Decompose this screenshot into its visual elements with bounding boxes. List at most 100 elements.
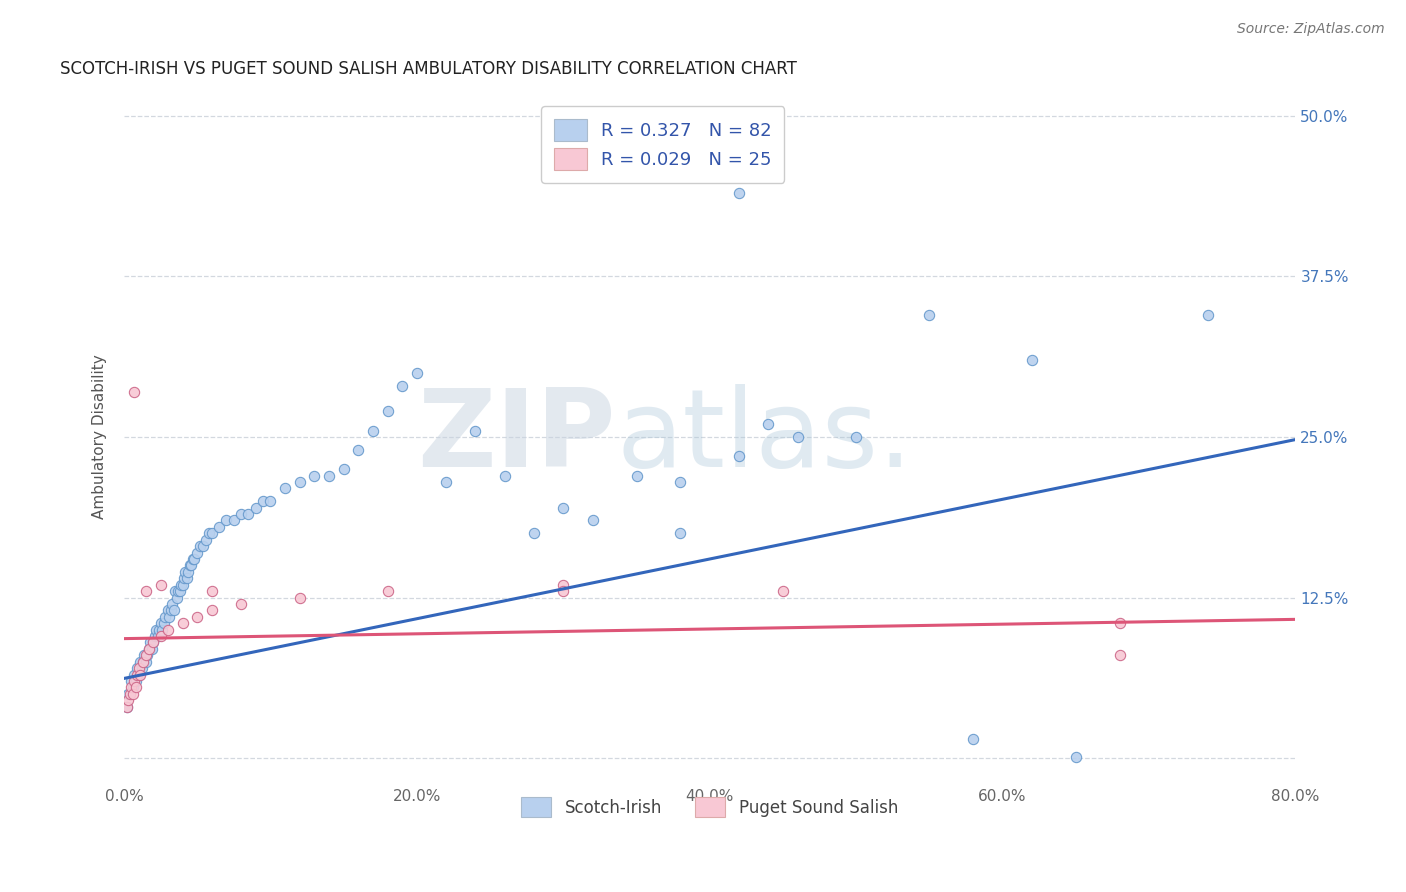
Point — [198, 526, 221, 541]
Point — [135, 584, 157, 599]
Point — [191, 539, 214, 553]
Point — [1108, 616, 1130, 631]
Point — [138, 641, 160, 656]
Point — [222, 513, 245, 527]
Point — [167, 584, 190, 599]
Point — [152, 616, 174, 631]
Point — [132, 655, 155, 669]
Point — [128, 667, 150, 681]
Point — [129, 667, 152, 681]
Point — [132, 655, 155, 669]
Point — [160, 603, 183, 617]
Point — [165, 584, 187, 599]
Point — [115, 699, 138, 714]
Point — [288, 591, 311, 605]
Point — [1197, 308, 1219, 322]
Point — [581, 513, 603, 527]
Point — [208, 520, 231, 534]
Point — [138, 641, 160, 656]
Point — [177, 565, 200, 579]
Point — [173, 571, 195, 585]
Point — [179, 558, 201, 573]
Point — [252, 494, 274, 508]
Point — [377, 404, 399, 418]
Point — [127, 667, 149, 681]
Point — [125, 681, 148, 695]
Point — [157, 609, 180, 624]
Point — [174, 565, 197, 579]
Point — [845, 430, 868, 444]
Text: ZIP: ZIP — [418, 384, 616, 490]
Point — [170, 577, 193, 591]
Point — [148, 623, 170, 637]
Point — [523, 526, 546, 541]
Point — [120, 673, 142, 688]
Point — [135, 655, 157, 669]
Point — [332, 462, 354, 476]
Point — [238, 507, 260, 521]
Point — [347, 442, 370, 457]
Point — [201, 526, 224, 541]
Point — [231, 597, 253, 611]
Point — [146, 629, 169, 643]
Point — [121, 681, 143, 695]
Point — [201, 584, 224, 599]
Point — [117, 693, 139, 707]
Point — [728, 186, 751, 200]
Point — [142, 635, 165, 649]
Point — [127, 661, 149, 675]
Point — [117, 687, 139, 701]
Point — [772, 584, 794, 599]
Point — [183, 552, 205, 566]
Point — [163, 603, 186, 617]
Text: atlas.: atlas. — [616, 384, 912, 490]
Point — [288, 475, 311, 489]
Point — [128, 661, 150, 675]
Point — [962, 731, 984, 746]
Text: Source: ZipAtlas.com: Source: ZipAtlas.com — [1237, 22, 1385, 37]
Point — [142, 635, 165, 649]
Point — [626, 468, 648, 483]
Point — [553, 500, 575, 515]
Point — [122, 385, 145, 400]
Point — [669, 526, 692, 541]
Point — [274, 481, 297, 495]
Point — [318, 468, 340, 483]
Point — [149, 629, 172, 643]
Point — [176, 571, 198, 585]
Point — [122, 667, 145, 681]
Point — [231, 507, 253, 521]
Point — [153, 609, 176, 624]
Point — [201, 603, 224, 617]
Point — [150, 623, 173, 637]
Point — [195, 533, 218, 547]
Point — [134, 648, 156, 663]
Point — [143, 629, 166, 643]
Point — [181, 552, 204, 566]
Point — [756, 417, 779, 432]
Point — [1064, 749, 1087, 764]
Point — [166, 591, 188, 605]
Point — [125, 673, 148, 688]
Point — [553, 584, 575, 599]
Point — [188, 539, 211, 553]
Point — [786, 430, 808, 444]
Point — [1021, 353, 1043, 368]
Point — [1108, 648, 1130, 663]
Point — [172, 577, 194, 591]
Point — [139, 635, 162, 649]
Point — [434, 475, 457, 489]
Point — [259, 494, 281, 508]
Point — [553, 577, 575, 591]
Point — [120, 681, 142, 695]
Point — [121, 687, 143, 701]
Text: SCOTCH-IRISH VS PUGET SOUND SALISH AMBULATORY DISABILITY CORRELATION CHART: SCOTCH-IRISH VS PUGET SOUND SALISH AMBUL… — [59, 60, 796, 78]
Point — [391, 378, 413, 392]
Point — [180, 558, 202, 573]
Point — [162, 597, 184, 611]
Point — [129, 655, 152, 669]
Point — [304, 468, 326, 483]
Point — [361, 424, 384, 438]
Point — [172, 616, 194, 631]
Point — [131, 661, 153, 675]
